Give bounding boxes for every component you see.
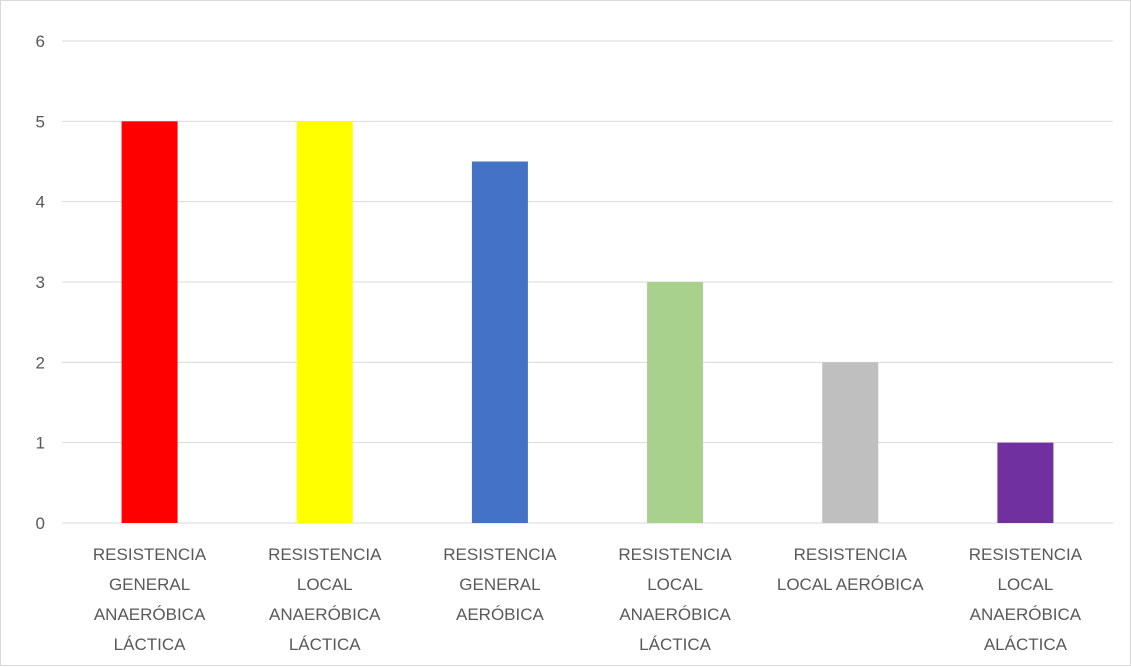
y-tick-label: 1 <box>36 434 45 453</box>
bar <box>997 442 1054 523</box>
y-tick-label: 3 <box>36 273 45 292</box>
y-tick-label: 2 <box>36 353 45 372</box>
x-category-label: RESISTENCIA LOCAL ANAERÓBICA LÁCTICA <box>268 545 382 654</box>
bar <box>121 121 178 523</box>
bar <box>296 121 353 523</box>
x-category-label: RESISTENCIA LOCAL AERÓBICA <box>777 545 924 594</box>
x-category-label: RESISTENCIA GENERAL AERÓBICA <box>443 545 557 624</box>
bar <box>647 282 704 523</box>
y-tick-label: 5 <box>36 112 45 131</box>
x-category-label: RESISTENCIA GENERAL ANAERÓBICA LÁCTICA <box>93 545 207 654</box>
bar <box>471 161 528 523</box>
y-tick-label: 4 <box>36 193 45 212</box>
bar <box>822 362 879 523</box>
x-category-label: RESISTENCIA LOCAL ANAERÓBICA ALÁCTICA <box>969 545 1083 654</box>
y-tick-label: 6 <box>36 32 45 51</box>
x-category-label: RESISTENCIA LOCAL ANAERÓBICA LÁCTICA <box>618 545 732 654</box>
y-tick-label: 0 <box>36 514 45 533</box>
